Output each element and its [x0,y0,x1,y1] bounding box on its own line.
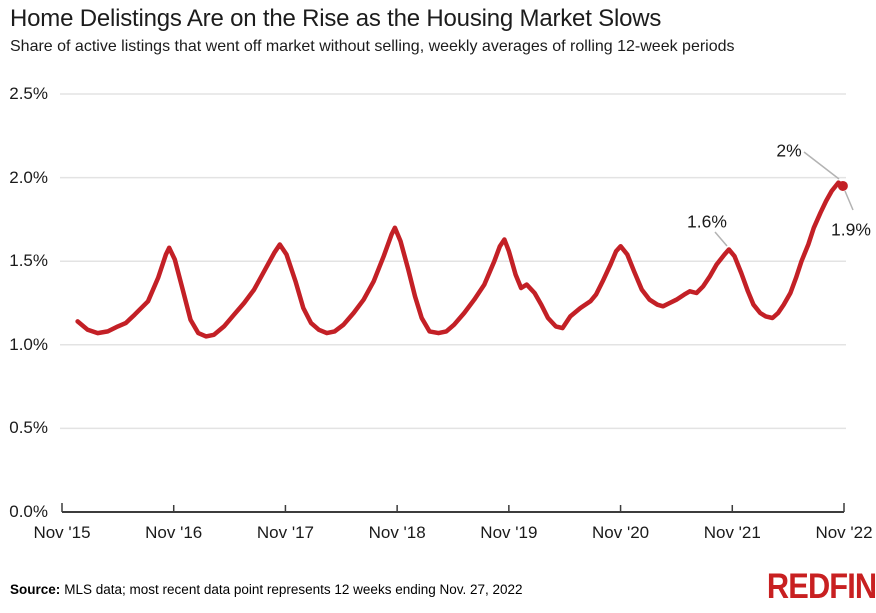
page-title: Home Delistings Are on the Rise as the H… [10,5,662,32]
redfin-logo: REDFIN [766,567,876,606]
x-axis-label: Nov '15 [33,523,91,542]
source-label: Source: [10,582,61,597]
source-text: MLS data; most recent data point represe… [64,582,523,597]
x-axis-label: Nov '20 [592,523,650,542]
y-axis-label: 0.5% [9,418,48,438]
annotation-1-6-pct-leader-line [714,231,728,247]
annotation-1-9-pct-leader-line [844,190,854,211]
x-axis-label: Nov '16 [145,523,203,542]
x-axis-label: Nov '21 [703,523,761,542]
annotation-2-pct-leader-line [803,151,840,180]
x-axis-label: Nov '22 [815,523,873,542]
y-axis-label: 1.0% [9,334,48,354]
x-axis-label: Nov '17 [256,523,314,542]
y-axis-label: 1.5% [9,251,48,271]
x-axis-label: Nov '19 [480,523,538,542]
y-axis-label: 2.5% [9,84,48,103]
delistings-line [75,180,846,339]
annotation-2-pct: 2% [776,140,802,161]
page-subtitle: Share of active listings that went off m… [10,38,735,55]
y-axis-label: 2.0% [9,167,48,187]
annotation-1-9-pct: 1.9% [831,219,871,240]
annotation-1-6-pct: 1.6% [687,211,727,232]
source-note: Source: MLS data; most recent data point … [10,582,523,597]
latest-point-dot [837,180,848,191]
x-axis-label: Nov '18 [368,523,426,542]
y-axis-label: 0.0% [9,502,48,521]
